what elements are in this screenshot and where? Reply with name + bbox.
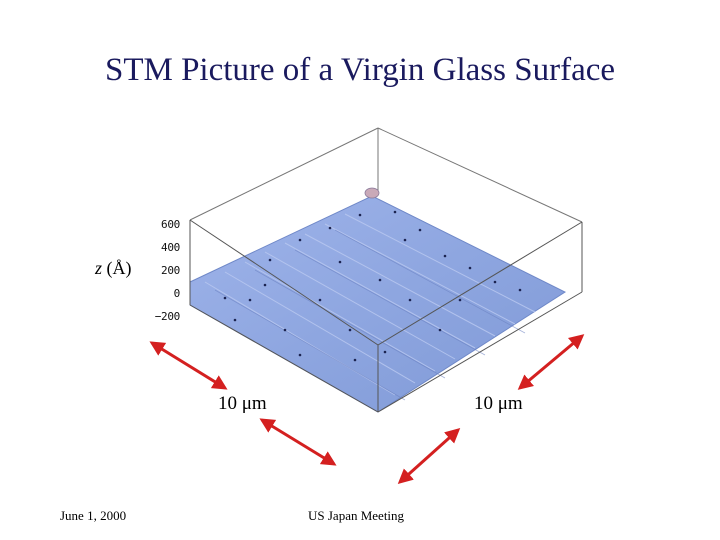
x-length-arrow-lower: [259, 418, 337, 466]
dimension-arrows: [149, 334, 585, 485]
y-length-label: 10 μm: [474, 393, 523, 414]
x-length-arrow-upper: [149, 341, 228, 390]
z-tick-label: 400: [161, 241, 180, 254]
z-axis-label: z (Å): [95, 258, 132, 279]
x-length-label: 10 μm: [218, 393, 267, 414]
bounding-box-back: [189, 127, 583, 223]
footer-date: June 1, 2000: [60, 508, 127, 523]
z-tick-label: 0: [173, 287, 181, 300]
z-tick-label: −200: [154, 310, 181, 323]
z-axis-unit: (Å): [106, 258, 132, 278]
y-length-arrow-lower: [397, 427, 461, 485]
slide-title: STM Picture of a Virgin Glass Surface: [104, 52, 616, 88]
z-tick-label: 200: [161, 264, 180, 277]
footer-meeting: US Japan Meeting: [308, 508, 405, 523]
z-axis-variable: z: [95, 258, 103, 278]
z-tick-label: 600: [161, 218, 180, 231]
bounding-box-front: [189, 219, 583, 413]
y-length-arrow-upper: [517, 334, 585, 390]
